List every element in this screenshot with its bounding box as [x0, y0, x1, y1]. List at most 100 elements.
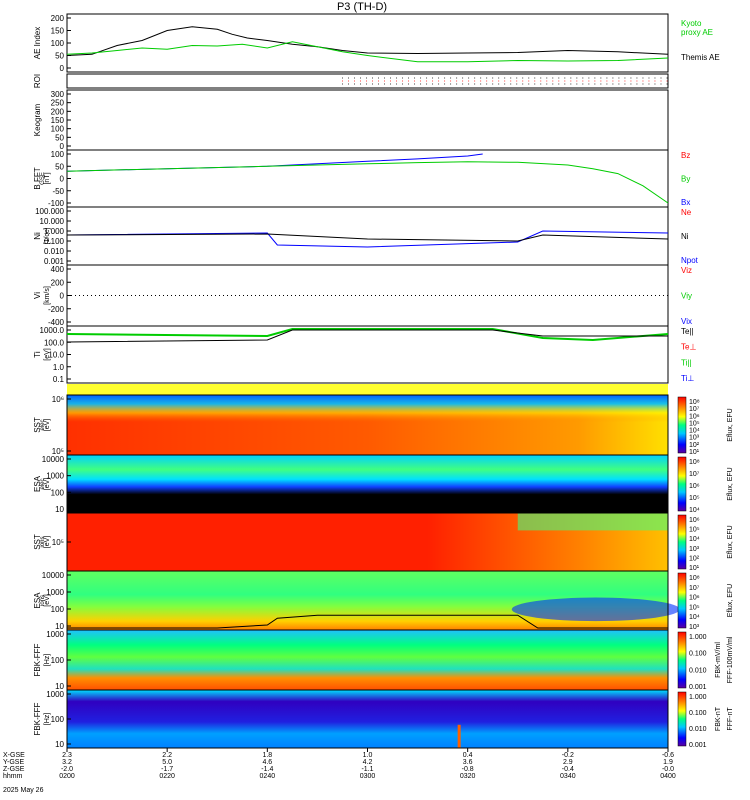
plot-date: 2025 May 26 — [3, 787, 44, 794]
roi-dot — [540, 80, 542, 82]
roi-dot — [534, 77, 536, 79]
ylabel-fbk_ffb: FBK-FFF — [33, 702, 42, 735]
ylabel-density: Ni — [33, 232, 42, 240]
ylabel-fbk_fff: FBK-FFF — [33, 643, 42, 676]
ylabel-esa_e: ESA — [33, 475, 42, 492]
ycoord-bfield: GSE — [40, 172, 46, 185]
roi-dot — [642, 80, 644, 82]
orbit-value: -2.0 — [61, 766, 73, 773]
roi-dot — [426, 83, 428, 85]
roi-dot — [498, 80, 500, 82]
panel-fbk_fff: FBK-FFF [Hz] 1000 100 10 1.000 0.100 0.010 0.001… — [33, 629, 734, 691]
ytick-label: 100 — [51, 488, 65, 497]
roi-dot — [396, 77, 398, 79]
ytick-label: 150 — [51, 116, 65, 125]
series-ti — [66, 328, 669, 342]
roi-dot — [612, 77, 614, 79]
roi-dot — [347, 83, 349, 85]
roi-dot — [528, 77, 530, 79]
ytick-label: 10⁶ — [52, 395, 64, 404]
roi-dot — [426, 77, 428, 79]
orbit-row-label: hhmm — [3, 773, 23, 780]
orbit-value: 0400 — [660, 773, 676, 780]
cbar-label2-fbk_fff: FBK-mV/ml — [715, 642, 722, 678]
ysublabel-fbk_fff: [Hz] — [44, 654, 51, 667]
roi-dot — [353, 83, 355, 85]
roi-dot — [516, 80, 518, 82]
roi-dot — [660, 80, 662, 82]
colorbar-esa_i — [677, 572, 687, 629]
legend-temp: Te|| — [681, 327, 694, 336]
orbit-value: 3.2 — [62, 759, 72, 766]
roi-dot — [594, 77, 596, 79]
roi-dot — [606, 83, 608, 85]
ytick-label: 50 — [55, 162, 64, 171]
roi-dot — [420, 80, 422, 82]
roi-dot — [384, 83, 386, 85]
ytick-label: 100.000 — [35, 207, 64, 216]
roi-dot — [359, 77, 361, 79]
ytick-label: 10⁵ — [52, 538, 64, 547]
spectrogram-overlay — [511, 597, 681, 622]
ytick-label: 10.0 — [48, 351, 64, 360]
ytick-label: 400 — [51, 265, 65, 274]
ytick-label: 50 — [55, 52, 64, 61]
orbit-value: 4.2 — [363, 759, 373, 766]
legend-ae: Kyoto — [681, 19, 702, 28]
roi-dot — [420, 83, 422, 85]
orbit-value: -1.1 — [361, 766, 373, 773]
roi-dot — [504, 83, 506, 85]
roi-dot — [588, 77, 590, 79]
roi-dot — [648, 83, 650, 85]
orbit-row-label: Z-GSE — [3, 766, 25, 773]
colorbar-sst_e — [677, 396, 687, 454]
cbar-tick: 10⁴ — [689, 507, 700, 514]
roi-dot — [498, 77, 500, 79]
panel-sst_i: SST [eV]ions 10⁵ 10⁶ 10⁵ 10⁴ 10³ 10² 10¹ Eflux, E… — [33, 512, 734, 572]
orbit-row-label: Y-GSE — [3, 759, 24, 766]
ylabel-temp: Ti — [33, 351, 42, 358]
roi-dot — [546, 77, 548, 79]
ytick-label: 10 — [55, 682, 64, 691]
roi-dot — [414, 77, 416, 79]
roi-dot — [420, 77, 422, 79]
roi-dot — [359, 80, 361, 82]
roi-dot — [353, 77, 355, 79]
ytick-label: 0 — [60, 292, 65, 301]
roi-dot — [576, 77, 578, 79]
roi-dot — [558, 77, 560, 79]
roi-dot — [492, 77, 494, 79]
cbar-tick: 10⁵ — [689, 495, 700, 502]
ytick-label: 250 — [51, 99, 65, 108]
cbar-tick: 10⁴ — [689, 536, 700, 543]
legend-bfield: By — [681, 175, 690, 184]
ysublabel-density: [1/cc] — [44, 228, 51, 245]
roi-dot — [666, 77, 668, 79]
roi-dot — [528, 83, 530, 85]
orbit-value: 2.2 — [162, 752, 172, 759]
ysublabel-sst_e: [eV] — [44, 419, 51, 432]
ysublabel-velocity: [km/s] — [44, 286, 51, 305]
cbar-tick: 10³ — [689, 435, 700, 442]
ytick-label: 0 — [60, 64, 65, 73]
roi-dot — [618, 80, 620, 82]
roi-dot — [365, 80, 367, 82]
spectrogram-fbk_ffb — [67, 690, 668, 748]
roi-dot — [462, 83, 464, 85]
ytick-label: 1000.0 — [40, 326, 65, 335]
roi-dot — [480, 77, 482, 79]
roi-dot — [576, 80, 578, 82]
roi-dot — [438, 77, 440, 79]
ytick-label: -100 — [48, 199, 65, 208]
legend-temp: Te⊥ — [681, 343, 696, 352]
series-npot — [66, 230, 669, 248]
roi-dot — [666, 80, 668, 82]
roi-dot — [384, 77, 386, 79]
ytick-label: 100 — [51, 715, 65, 724]
roi-dot — [540, 83, 542, 85]
roi-dot — [468, 83, 470, 85]
roi-dot — [582, 80, 584, 82]
roi-dot — [594, 80, 596, 82]
roi-dot — [365, 83, 367, 85]
roi-dot — [402, 80, 404, 82]
